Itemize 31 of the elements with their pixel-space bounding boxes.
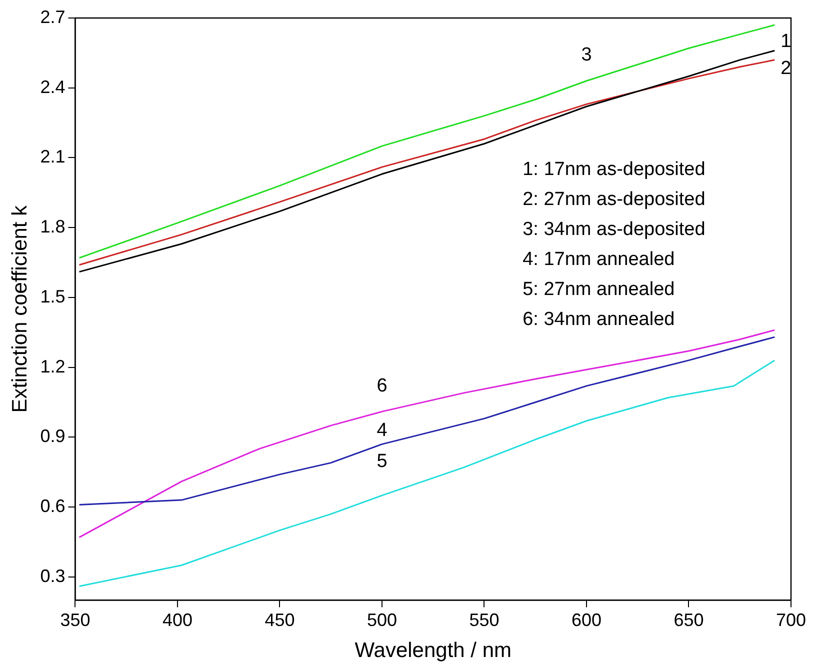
annotation: 6: 34nm annealed: [522, 309, 675, 330]
x-tick-label: 350: [60, 610, 90, 630]
y-tick-label: 0.6: [40, 496, 66, 516]
annotation: 2: [780, 58, 792, 80]
annotation: 1: [780, 30, 792, 52]
y-tick-label: 1.8: [40, 216, 66, 237]
x-tick-label: 600: [571, 610, 602, 630]
x-tick-label: 400: [162, 610, 192, 630]
x-tick-label: 550: [469, 610, 500, 630]
annotation: 4: 17nm annealed: [522, 249, 675, 270]
y-tick-label: 1.2: [40, 356, 66, 376]
annotation: 3: 34nm as-deposited: [522, 219, 706, 240]
y-tick-label: 2.7: [40, 6, 66, 27]
y-tick-label: 0.3: [40, 566, 66, 586]
x-axis-title: Wavelength / nm: [354, 639, 512, 662]
annotation: 4: [376, 420, 388, 441]
y-tick-label: 0.9: [40, 426, 66, 446]
annotation: 1: 17nm as-deposited: [522, 159, 706, 180]
y-tick-label: 2.1: [40, 146, 66, 167]
x-tick-label: 700: [776, 610, 806, 630]
y-tick-label: 2.4: [40, 76, 66, 97]
x-tick-label: 650: [674, 610, 704, 630]
x-tick-label: 450: [264, 610, 295, 630]
x-tick-label: 500: [366, 610, 398, 630]
annotation: 3: [581, 44, 592, 66]
y-tick-label: 1.5: [40, 286, 66, 306]
annotation: 5: 27nm annealed: [522, 279, 675, 300]
annotation: 5: [376, 451, 388, 472]
annotation: 6: [376, 375, 388, 396]
annotation: 2: 27nm as-deposited: [522, 189, 706, 210]
y-axis-title: Extinction coefficient k: [8, 204, 32, 413]
